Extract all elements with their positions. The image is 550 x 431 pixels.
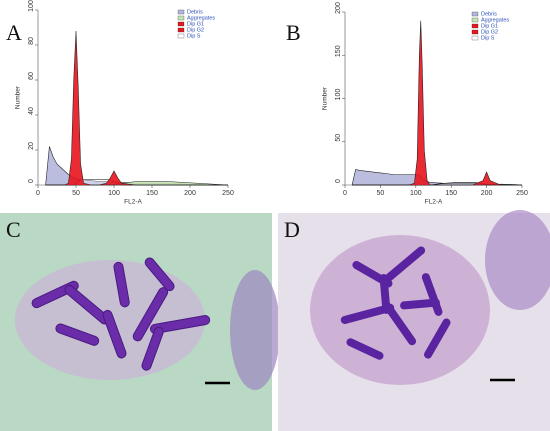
- y-tick-label: 200: [335, 2, 342, 14]
- panel-label: C: [6, 217, 21, 242]
- legend-swatch: [471, 17, 479, 23]
- x-tick-label: 50: [377, 190, 385, 197]
- legend-label: Aggregates: [187, 15, 215, 21]
- y-tick-label: 0: [335, 179, 342, 183]
- legend-swatch: [471, 11, 479, 17]
- x-tick-label: 200: [481, 190, 493, 197]
- x-tick-label: 150: [146, 190, 158, 197]
- panel-label: A: [6, 20, 22, 45]
- legend-label: Aggregates: [481, 17, 509, 23]
- legend-label: Dip S: [481, 35, 495, 41]
- legend-label: Dip G1: [481, 23, 498, 29]
- y-tick-label: 60: [28, 72, 35, 80]
- legend-label: Dip G1: [187, 21, 204, 27]
- x-axis-label: FL2-A: [425, 199, 443, 206]
- y-tick-label: 150: [335, 45, 342, 57]
- x-tick-label: 50: [72, 190, 80, 197]
- x-tick-label: 250: [516, 190, 528, 197]
- y-tick-label: 100: [335, 89, 342, 101]
- legend-swatch: [177, 9, 185, 15]
- legend-swatch: [471, 29, 479, 35]
- x-tick-label: 100: [108, 190, 120, 197]
- y-tick-label: 40: [28, 107, 35, 115]
- legend-swatch: [177, 15, 185, 21]
- y-tick-label: 50: [335, 134, 342, 142]
- y-tick-label: 100: [28, 0, 35, 12]
- panel-label: B: [286, 20, 301, 45]
- x-tick-label: 0: [343, 190, 347, 197]
- micrograph-c: [0, 213, 280, 431]
- x-tick-label: 250: [222, 190, 234, 197]
- area: [352, 20, 522, 186]
- legend-swatch: [471, 23, 479, 29]
- x-tick-label: 150: [445, 190, 457, 197]
- y-tick-label: 80: [28, 37, 35, 45]
- y-tick-label: 20: [28, 142, 35, 150]
- y-axis-label: Number: [322, 86, 329, 110]
- legend-label: Debris: [481, 11, 497, 17]
- y-tick-label: 0: [28, 179, 35, 183]
- micrograph-d: [278, 210, 550, 431]
- area: [351, 169, 522, 186]
- x-tick-label: 200: [184, 190, 196, 197]
- area: [45, 30, 228, 186]
- y-axis-label: Number: [15, 85, 22, 109]
- x-tick-label: 0: [36, 190, 40, 197]
- legend-swatch: [471, 35, 479, 41]
- legend-label: Dip G2: [187, 27, 204, 33]
- legend-swatch: [177, 33, 185, 39]
- panel-label: D: [284, 217, 300, 242]
- legend-label: Dip G2: [481, 29, 498, 35]
- legend-swatch: [177, 27, 185, 33]
- x-axis-label: FL2-A: [124, 199, 142, 206]
- legend-swatch: [177, 21, 185, 27]
- legend-label: Dip S: [187, 33, 201, 39]
- legend-label: Debris: [187, 9, 203, 15]
- x-tick-label: 100: [410, 190, 422, 197]
